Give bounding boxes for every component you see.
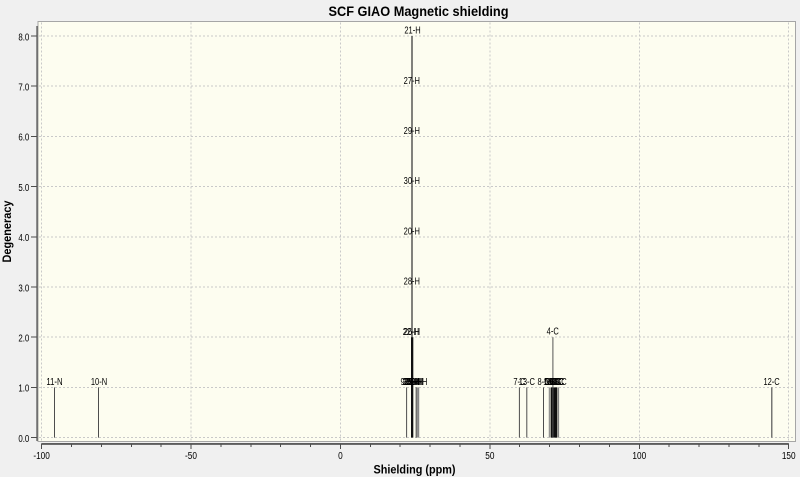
svg-text:SCF GIAO Magnetic shielding: SCF GIAO Magnetic shielding [329,3,509,19]
svg-text:12-C: 12-C [763,377,779,388]
svg-text:100: 100 [632,451,646,462]
svg-text:6.0: 6.0 [18,133,29,144]
svg-text:28-H: 28-H [404,277,420,288]
svg-text:18-C: 18-C [550,377,566,388]
svg-text:Shielding (ppm): Shielding (ppm) [374,465,456,477]
svg-text:5-C: 5-C [545,377,557,388]
svg-text:16-C: 16-C [545,377,561,388]
svg-text:4.0: 4.0 [18,233,29,244]
svg-text:8.0: 8.0 [18,32,29,43]
svg-text:10-N: 10-N [91,377,107,388]
svg-text:26-H: 26-H [406,377,422,388]
svg-text:22-H: 22-H [403,327,419,338]
svg-text:31-H: 31-H [403,377,419,388]
svg-text:7-C: 7-C [513,377,525,388]
svg-text:-50: -50 [185,451,197,462]
svg-text:9-H: 9-H [401,377,413,388]
svg-text:13-C: 13-C [519,377,535,388]
svg-text:26-H: 26-H [404,327,420,338]
svg-text:150: 150 [782,451,796,462]
svg-text:2.0: 2.0 [18,334,29,345]
svg-text:5.0: 5.0 [18,183,29,194]
svg-text:30-H: 30-H [404,176,420,187]
svg-text:-100: -100 [33,451,50,462]
svg-text:7.0: 7.0 [18,83,29,94]
svg-text:1.0: 1.0 [18,384,29,395]
svg-text:3-C: 3-C [551,377,563,388]
svg-text:20-H: 20-H [404,226,420,237]
svg-text:9-C: 9-C [548,377,560,388]
svg-text:32-H: 32-H [405,377,421,388]
svg-text:3.0: 3.0 [18,283,29,294]
svg-text:24-H: 24-H [411,377,427,388]
svg-text:0: 0 [338,451,343,462]
svg-text:25-H: 25-H [402,377,418,388]
svg-text:Degeneracy: Degeneracy [2,200,14,263]
svg-text:21-H: 21-H [404,26,420,37]
svg-text:33-H: 33-H [407,377,423,388]
svg-text:50: 50 [485,451,495,462]
svg-text:4-C: 4-C [547,326,559,337]
svg-text:1-C: 1-C [543,377,555,388]
svg-text:0.0: 0.0 [18,434,29,445]
svg-text:17-C: 17-C [548,377,564,388]
svg-text:2-C: 2-C [546,377,558,388]
svg-text:6-C: 6-C [549,377,561,388]
svg-text:23-H: 23-H [404,377,420,388]
svg-text:29-H: 29-H [404,126,420,137]
svg-text:27-H: 27-H [404,76,420,87]
svg-text:11-N: 11-N [46,377,62,388]
svg-text:8-C: 8-C [537,377,549,388]
